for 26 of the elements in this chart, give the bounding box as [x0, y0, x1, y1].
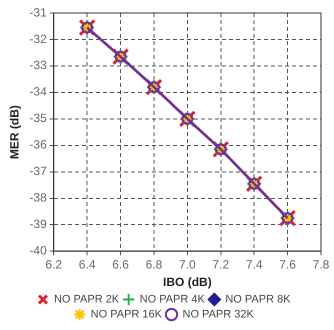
legend-label: NO PAPR 4K — [140, 294, 206, 306]
y-tick-label: -31 — [29, 5, 48, 20]
legend-label: NO PAPR 16K — [90, 308, 163, 321]
x-tick-label: 7.8 — [312, 258, 330, 272]
x-tick-label: 6.6 — [112, 258, 130, 272]
x-tick-label: 6.8 — [146, 258, 163, 272]
legend-label: NO PAPR 2K — [54, 294, 120, 306]
x-tick-label: 7.2 — [212, 258, 230, 272]
y-tick-label: -35 — [29, 111, 48, 126]
x-tick-label: 7.4 — [246, 258, 263, 272]
x-tick-label: 7.6 — [279, 258, 296, 272]
y-tick-label: -38 — [29, 190, 48, 205]
x-tick-label: 6.2 — [45, 258, 62, 272]
x-tick-label: 6.4 — [78, 258, 96, 272]
y-tick-label: -39 — [29, 217, 48, 232]
y-tick-label: -32 — [29, 32, 48, 46]
y-tick-label: -34 — [29, 84, 48, 99]
legend-label: NO PAPR 8K — [225, 294, 292, 306]
y-tick-label: -37 — [29, 164, 48, 178]
y-tick-label: -33 — [29, 58, 48, 72]
x-tick-label: 7.0 — [179, 258, 196, 272]
y-tick-label: -36 — [29, 138, 48, 152]
legend-label: NO PAPR 32K — [182, 308, 254, 321]
y-tick-label: -40 — [29, 244, 48, 258]
y-axis-title: MER (dB) — [8, 105, 22, 160]
x-axis-title: IBO (dB) — [163, 275, 212, 290]
